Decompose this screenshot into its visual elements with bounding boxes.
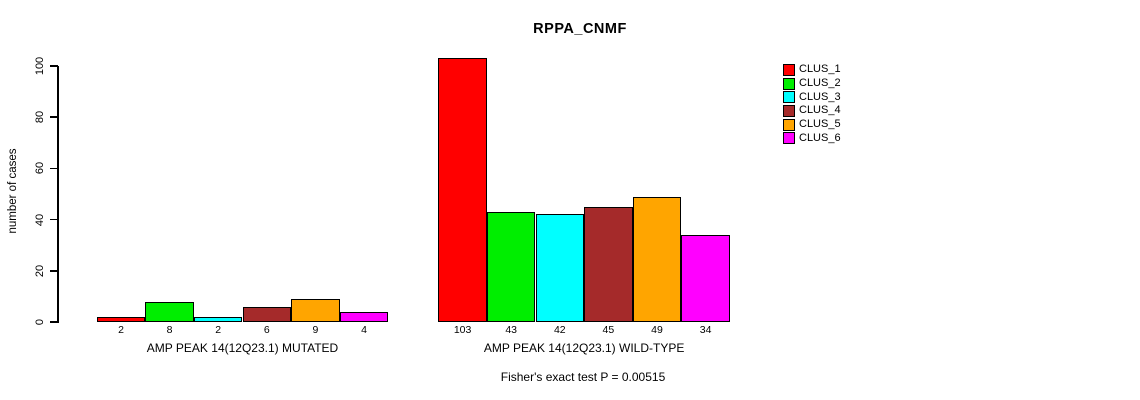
bar-clus_3-group1 <box>193 316 243 322</box>
fisher-test-note: Fisher's exact test P = 0.00515 <box>500 370 666 384</box>
y-axis-tick <box>50 321 58 323</box>
bar-clus_5-group1 <box>291 298 340 322</box>
bar-clus_3-group2 <box>535 214 585 322</box>
bar-value-label: 45 <box>602 324 615 336</box>
group-label: AMP PEAK 14(12Q23.1) MUTATED <box>146 341 339 355</box>
bar-value-label: 49 <box>651 324 663 336</box>
bar-clus_5-group2 <box>632 196 682 322</box>
bar-value-label: 6 <box>263 324 270 336</box>
legend-item: CLUS_1 <box>783 63 841 77</box>
legend-swatch <box>783 91 795 104</box>
bar-clus_4-group2 <box>584 206 633 322</box>
y-axis-tick-label: 80 <box>34 111 46 124</box>
bar-clus_6-group2 <box>681 234 730 322</box>
y-axis-line <box>57 66 59 323</box>
legend-item: CLUS_2 <box>783 77 841 91</box>
y-axis-tick-label: 20 <box>34 264 46 277</box>
legend-item: CLUS_4 <box>783 104 841 118</box>
bar-value-label: 42 <box>553 324 566 336</box>
legend-label: CLUS_2 <box>799 77 841 90</box>
legend-label: CLUS_3 <box>799 90 841 103</box>
bar-clus_2-group1 <box>145 301 194 322</box>
y-axis-tick-label: 0 <box>34 318 46 326</box>
bar-clus_6-group1 <box>339 311 389 322</box>
bar-clus_2-group2 <box>486 211 536 322</box>
y-axis-tick <box>50 167 58 170</box>
bar-value-label: 43 <box>505 324 518 336</box>
legend-swatch <box>783 63 795 76</box>
y-axis-tick-label: 100 <box>34 56 46 76</box>
bar-clus_1-group2 <box>438 58 487 322</box>
y-axis-tick <box>50 270 58 272</box>
legend-label: CLUS_6 <box>799 131 841 144</box>
bar-value-label: 34 <box>699 324 712 336</box>
legend-item: CLUS_6 <box>783 131 841 145</box>
group-label: AMP PEAK 14(12Q23.1) WILD-TYPE <box>483 341 685 355</box>
y-axis-tick <box>50 218 58 221</box>
legend-label: CLUS_1 <box>799 63 841 76</box>
legend-swatch <box>783 104 795 117</box>
legend-swatch <box>783 132 795 145</box>
legend-swatch <box>783 118 795 131</box>
bar-value-label: 8 <box>166 324 173 336</box>
y-axis-tick-label: 60 <box>34 162 46 175</box>
y-axis-tick <box>50 65 58 67</box>
y-axis-tick <box>50 116 58 118</box>
legend-swatch <box>783 77 795 90</box>
legend-label: CLUS_5 <box>799 118 841 131</box>
bar-value-label: 2 <box>118 324 124 336</box>
bar-value-label: 103 <box>453 324 472 336</box>
legend-label: CLUS_4 <box>799 104 841 117</box>
bar-value-label: 4 <box>361 324 367 336</box>
bar-clus_1-group1 <box>96 316 146 322</box>
y-axis-label: number of cases <box>7 148 19 234</box>
bar-value-label: 2 <box>215 324 222 336</box>
bar-clus_4-group1 <box>242 306 292 322</box>
y-axis-tick-label: 40 <box>34 213 46 226</box>
legend-item: CLUS_5 <box>783 118 841 132</box>
bar-value-label: 9 <box>312 324 319 336</box>
legend: CLUS_1 CLUS_2 CLUS_3 CLUS_4 CLUS_5 CLUS_6 <box>783 63 841 145</box>
legend-item: CLUS_3 <box>783 90 841 104</box>
chart-title: RPPA_CNMF <box>533 21 627 37</box>
